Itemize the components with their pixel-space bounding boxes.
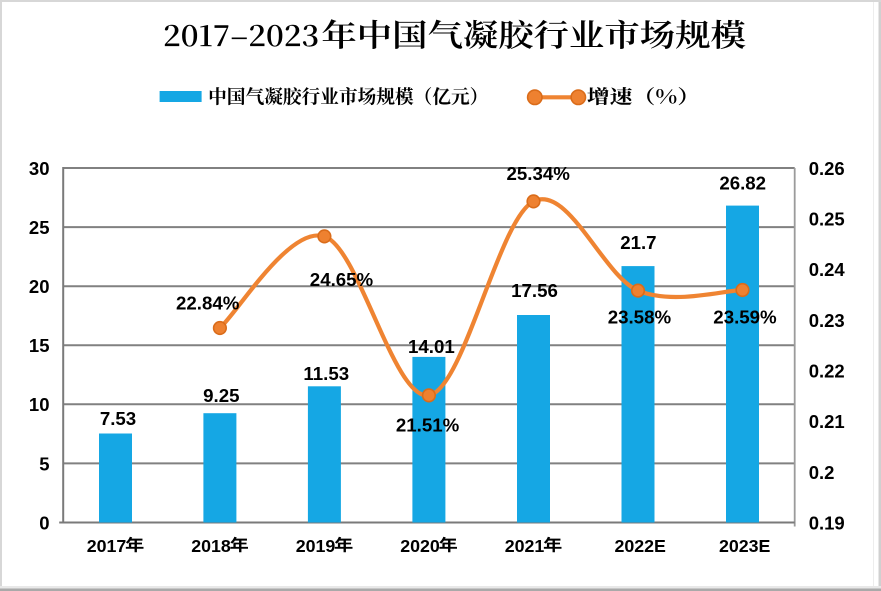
- svg-text:2023E: 2023E: [719, 536, 771, 556]
- svg-text:2021: 2021: [505, 536, 545, 556]
- svg-text:30: 30: [29, 158, 50, 179]
- svg-text:21.51%: 21.51%: [396, 414, 460, 435]
- svg-text:0.25: 0.25: [809, 209, 845, 230]
- svg-text:24.65%: 24.65%: [310, 269, 374, 290]
- svg-text:0.22: 0.22: [809, 361, 845, 382]
- svg-text:5: 5: [39, 453, 49, 474]
- svg-text:2019: 2019: [296, 536, 336, 556]
- svg-text:25: 25: [29, 217, 50, 238]
- svg-text:2020: 2020: [400, 536, 440, 556]
- svg-text:0.21: 0.21: [809, 411, 845, 432]
- svg-text:25.34%: 25.34%: [507, 163, 571, 184]
- svg-text:26.82: 26.82: [719, 173, 766, 194]
- svg-text:15: 15: [29, 335, 50, 356]
- svg-text:21.7: 21.7: [620, 232, 656, 253]
- svg-text:2017: 2017: [87, 536, 127, 556]
- svg-text:0.2: 0.2: [809, 462, 835, 483]
- svg-text:23.59%: 23.59%: [713, 307, 777, 328]
- svg-text:0.23: 0.23: [809, 310, 845, 331]
- svg-text:0.24: 0.24: [809, 259, 846, 280]
- svg-text:14.01: 14.01: [408, 336, 455, 357]
- svg-text:0: 0: [39, 512, 49, 533]
- svg-text:2022E: 2022E: [614, 536, 666, 556]
- svg-text:22.84%: 22.84%: [176, 293, 240, 314]
- svg-text:11.53: 11.53: [303, 363, 349, 384]
- svg-text:10: 10: [29, 394, 50, 415]
- svg-text:20: 20: [29, 276, 50, 297]
- svg-text:0.26: 0.26: [809, 158, 845, 179]
- svg-text:17.56: 17.56: [511, 280, 558, 301]
- svg-text:23.58%: 23.58%: [608, 307, 672, 328]
- svg-text:2018: 2018: [191, 536, 231, 556]
- svg-text:7.53: 7.53: [100, 408, 136, 429]
- svg-text:9.25: 9.25: [203, 385, 239, 406]
- svg-text:0.19: 0.19: [809, 512, 845, 533]
